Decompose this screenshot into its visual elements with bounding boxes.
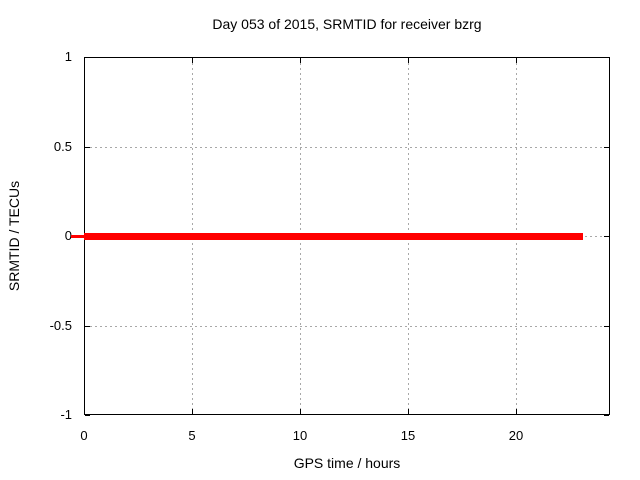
x-tick-label: 10	[292, 428, 308, 443]
x-tick-label: 0	[80, 428, 88, 443]
y-tick-mark-left	[85, 326, 90, 327]
x-tick-mark-bottom	[300, 409, 301, 414]
y-tick-mark-right	[604, 326, 609, 327]
y-tick-mark-right	[604, 415, 609, 416]
y-tick-label: 0	[64, 228, 72, 243]
y-tick-mark-right	[604, 147, 609, 148]
x-tick-mark-bottom	[84, 409, 85, 414]
y-tick-label: -1	[60, 407, 72, 422]
x-tick-mark-bottom	[192, 409, 193, 414]
y-zero-outer-tick	[71, 235, 84, 238]
chart-title: Day 053 of 2015, SRMTID for receiver bzr…	[212, 16, 482, 32]
x-axis-label: GPS time / hours	[293, 455, 401, 471]
y-gridline	[85, 326, 609, 327]
x-tick-mark-top	[84, 58, 85, 63]
x-tick-mark-top	[516, 58, 517, 63]
x-tick-mark-bottom	[516, 409, 517, 414]
x-tick-mark-top	[192, 58, 193, 63]
y-tick-mark-left	[85, 147, 90, 148]
x-tick-label: 20	[508, 428, 524, 443]
y-tick-mark-left	[85, 415, 90, 416]
x-tick-mark-bottom	[408, 409, 409, 414]
x-tick-label: 15	[400, 428, 416, 443]
y-tick-label: 0.5	[53, 139, 72, 154]
y-tick-label: 1	[64, 49, 72, 64]
x-tick-mark-top	[300, 58, 301, 63]
series-line-srmtid	[84, 233, 583, 240]
y-tick-mark-right	[604, 57, 609, 58]
y-tick-mark-left	[85, 57, 90, 58]
x-tick-label: 5	[188, 428, 196, 443]
y-tick-label: -0.5	[49, 318, 72, 333]
y-tick-mark-right	[604, 236, 609, 237]
y-gridline	[85, 147, 609, 148]
x-tick-mark-top	[408, 58, 409, 63]
